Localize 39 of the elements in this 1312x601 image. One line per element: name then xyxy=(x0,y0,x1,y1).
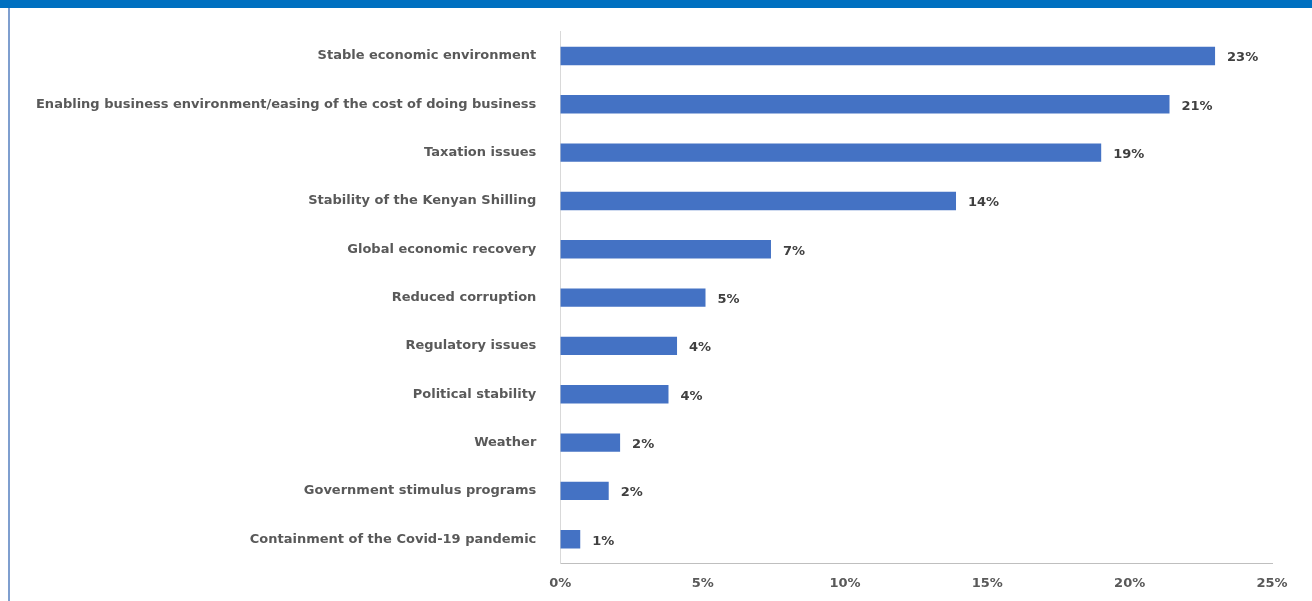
y-tick-label: Stable economic environment xyxy=(317,47,537,63)
y-tick-label: Stability of the Kenyan Shilling xyxy=(308,192,537,208)
data-label: 19% xyxy=(1113,145,1145,161)
y-tick-label: Regulatory issues xyxy=(405,337,537,353)
bar xyxy=(560,143,1102,162)
data-label: 4% xyxy=(689,339,712,355)
x-tick-label: 20% xyxy=(1114,574,1146,590)
bar xyxy=(560,385,669,404)
bar xyxy=(560,240,771,259)
bar xyxy=(560,336,678,356)
data-label: 21% xyxy=(1181,97,1213,113)
bar xyxy=(560,481,609,501)
y-tick-label: Political stability xyxy=(412,385,537,401)
bar xyxy=(560,46,1216,66)
y-tick-label: Containment of the Covid-19 pandemic xyxy=(249,530,537,546)
x-tick-label: 25% xyxy=(1256,574,1288,590)
x-tick-label: 0% xyxy=(549,574,572,590)
bar xyxy=(560,530,581,549)
bar xyxy=(560,433,621,452)
y-tick-label: Taxation issues xyxy=(424,143,537,159)
data-label: 5% xyxy=(717,290,740,306)
data-label: 2% xyxy=(632,435,655,451)
bar xyxy=(560,288,706,307)
y-tick-label: Reduced corruption xyxy=(391,288,537,304)
x-tick-label: 15% xyxy=(971,574,1003,590)
data-label: 4% xyxy=(680,387,703,403)
y-tick-label: Government stimulus programs xyxy=(303,482,537,498)
y-tick-label: Weather xyxy=(474,433,537,449)
data-label: 2% xyxy=(620,484,643,500)
x-tick-label: 5% xyxy=(691,574,714,590)
y-tick-label: Global economic recovery xyxy=(347,240,537,256)
y-tick-label: Enabling business environment/easing of the cost of doing business xyxy=(35,95,537,111)
bar xyxy=(560,95,1170,114)
bar xyxy=(560,191,957,211)
data-label: 7% xyxy=(782,242,806,258)
data-label: 23% xyxy=(1227,49,1259,65)
data-label: 1% xyxy=(592,532,615,548)
data-label: 14% xyxy=(968,194,1000,210)
x-tick-label: 10% xyxy=(829,574,861,590)
